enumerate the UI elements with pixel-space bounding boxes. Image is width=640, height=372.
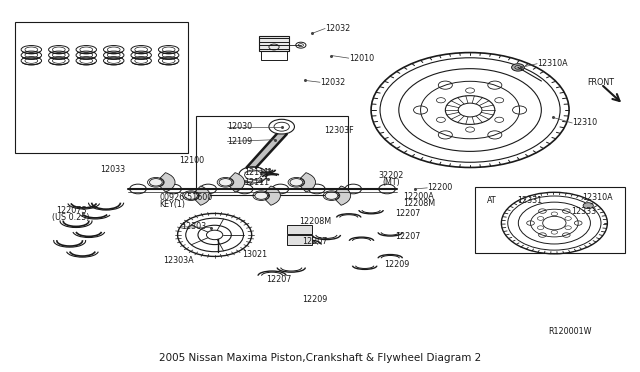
Wedge shape [300, 173, 316, 192]
Text: 12207S: 12207S [56, 206, 86, 215]
Polygon shape [246, 134, 287, 167]
Wedge shape [229, 173, 244, 192]
FancyBboxPatch shape [287, 225, 312, 234]
Circle shape [290, 179, 303, 186]
Text: 12303F: 12303F [324, 126, 354, 135]
Circle shape [511, 64, 524, 71]
Text: 00926-51600: 00926-51600 [159, 193, 212, 202]
Text: 12200: 12200 [428, 183, 452, 192]
Circle shape [184, 192, 197, 199]
Text: AT: AT [487, 196, 497, 205]
Text: 12310A: 12310A [582, 193, 612, 202]
Text: 12030: 12030 [227, 122, 253, 131]
Text: 12207: 12207 [302, 237, 328, 246]
Text: 12032: 12032 [320, 78, 345, 87]
Circle shape [325, 192, 338, 199]
Circle shape [219, 179, 232, 186]
Text: 2005 Nissan Maxima Piston,Crankshaft & Flywheel Diagram 2: 2005 Nissan Maxima Piston,Crankshaft & F… [159, 353, 481, 363]
Text: 12303A: 12303A [163, 256, 193, 265]
Text: 12208M: 12208M [403, 199, 435, 208]
Text: (MT): (MT) [383, 178, 401, 187]
Text: 12208M: 12208M [299, 217, 331, 226]
Text: 12111: 12111 [244, 178, 270, 187]
FancyBboxPatch shape [287, 235, 312, 244]
Text: 12207: 12207 [266, 275, 291, 284]
Wedge shape [160, 173, 175, 192]
Text: 12109: 12109 [227, 137, 253, 146]
Text: 12310A: 12310A [537, 59, 568, 68]
Text: 12033: 12033 [100, 165, 125, 174]
Circle shape [255, 192, 268, 199]
Circle shape [583, 203, 593, 209]
Text: 12303: 12303 [181, 222, 207, 231]
Text: 12209: 12209 [384, 260, 409, 269]
Text: 12310: 12310 [572, 119, 597, 128]
Text: KEY(1): KEY(1) [159, 200, 185, 209]
Text: R120001W: R120001W [548, 327, 592, 336]
Text: 12331: 12331 [516, 196, 542, 205]
Text: (US 0.25): (US 0.25) [52, 213, 90, 222]
Wedge shape [335, 186, 351, 205]
FancyBboxPatch shape [259, 36, 289, 51]
Text: 12100: 12100 [179, 156, 205, 165]
Text: 12032: 12032 [325, 24, 350, 33]
Text: 13021: 13021 [242, 250, 268, 259]
Wedge shape [195, 186, 210, 205]
Text: 32202: 32202 [379, 171, 404, 180]
Text: 12207: 12207 [396, 209, 420, 218]
Wedge shape [265, 186, 280, 205]
Text: 12333: 12333 [571, 208, 596, 217]
Text: 12209: 12209 [302, 295, 328, 304]
Text: 12010: 12010 [349, 54, 374, 62]
Text: 12207: 12207 [396, 231, 420, 241]
Text: 12200A: 12200A [403, 192, 434, 201]
Text: FRONT: FRONT [588, 78, 614, 87]
Text: 12111: 12111 [244, 168, 270, 177]
Circle shape [150, 179, 163, 186]
